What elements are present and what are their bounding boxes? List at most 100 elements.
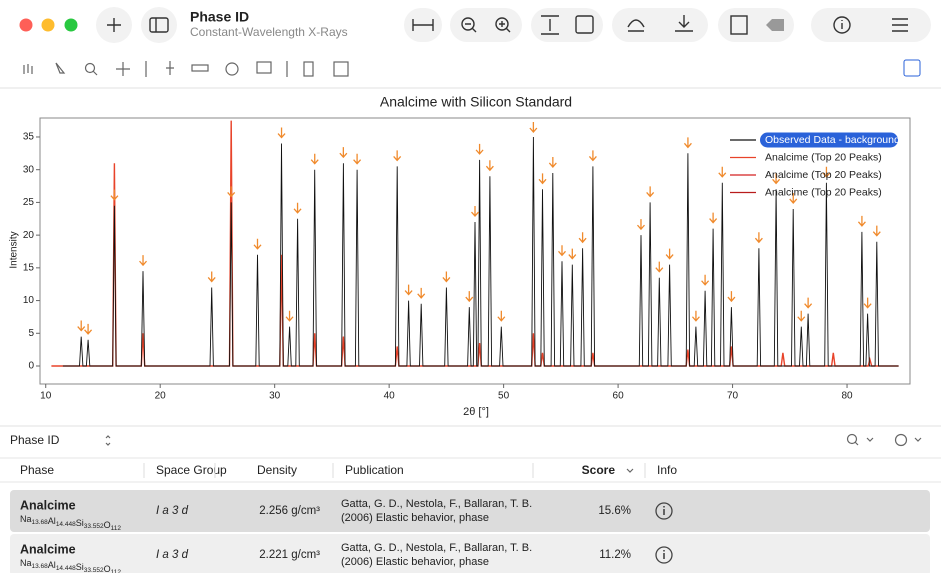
peak-marker <box>253 238 262 250</box>
peak-marker <box>548 156 557 168</box>
sort-chevron <box>626 468 634 473</box>
peak-marker <box>718 166 727 178</box>
plot-frame <box>39 117 911 385</box>
selector-chevron[interactable] <box>105 435 111 446</box>
subscript: 33.552 <box>84 523 104 530</box>
phase-formula: Na13.68Al14.448Si33.552O112 <box>20 558 121 573</box>
publication: (2006) Elastic behavior, phase <box>341 512 489 524</box>
element: Na <box>20 558 32 568</box>
peak-marker <box>110 189 119 201</box>
peak-marker <box>475 143 484 155</box>
peak-marker <box>789 192 798 204</box>
subscript: 14.448 <box>56 565 76 572</box>
subscript: 13.68 <box>32 563 49 570</box>
element: O <box>104 520 111 530</box>
close-button[interactable] <box>19 18 33 32</box>
legend-label[interactable]: Observed Data - background <box>765 134 900 146</box>
phase-selector[interactable]: Phase ID <box>10 433 60 447</box>
legend-label[interactable]: Analcime (Top 20 Peaks) <box>765 151 882 163</box>
y-tick-label: 25 <box>23 197 35 208</box>
space-group: I a 3 d <box>156 549 189 561</box>
legend-label[interactable]: Analcime (Top 20 Peaks) <box>765 186 882 198</box>
peak-marker <box>754 232 763 244</box>
peak-marker <box>497 310 506 322</box>
peak-marker <box>77 320 86 332</box>
window-title: Phase ID <box>190 9 249 25</box>
info-button[interactable] <box>655 546 673 564</box>
peak-marker <box>772 173 781 185</box>
zoom-button[interactable] <box>64 18 78 32</box>
y-tick-label: 20 <box>23 230 35 241</box>
peak-marker <box>727 291 736 303</box>
data-line <box>62 136 899 367</box>
peak-marker <box>578 232 587 244</box>
peak-marker <box>471 206 479 218</box>
column-header[interactable]: Publication <box>345 463 404 477</box>
chart-title: Analcime with Silicon Standard <box>380 94 572 110</box>
export-buttons[interactable] <box>718 8 794 42</box>
table-row[interactable] <box>10 490 930 532</box>
tool-icons[interactable] <box>23 59 921 77</box>
peak-marker <box>822 166 831 178</box>
peak-marker <box>655 261 664 273</box>
peak-marker <box>863 297 872 309</box>
subscript: 33.552 <box>84 567 104 573</box>
peak-marker <box>797 310 806 322</box>
peak-marker <box>485 160 494 172</box>
peak-marker <box>558 245 566 257</box>
add-button[interactable] <box>96 7 132 43</box>
search-menu[interactable] <box>846 433 874 446</box>
minimize-button[interactable] <box>41 18 55 32</box>
peak-marker <box>207 271 216 283</box>
column-header[interactable]: Density <box>257 463 297 477</box>
peak-marker <box>404 284 413 296</box>
column-header[interactable]: Info <box>657 463 677 477</box>
fit-width-button[interactable] <box>404 8 442 42</box>
peak-marker <box>465 291 474 303</box>
score: 11.2% <box>599 549 631 561</box>
peak-marker <box>646 186 655 198</box>
phase-name: Analcime <box>20 542 76 556</box>
peak-buttons[interactable] <box>612 8 708 42</box>
chart: Analcime with Silicon Standard Intensity… <box>9 94 911 418</box>
peak-marker <box>683 137 692 149</box>
publication: Gatta, G. D., Nestola, F., Ballaran, T. … <box>341 498 532 510</box>
x-tick-label: 80 <box>841 391 853 402</box>
peak-marker <box>857 215 866 227</box>
y-tick-label: 35 <box>23 132 35 143</box>
peak-marker <box>139 255 148 267</box>
y-tick-label: 0 <box>28 361 34 372</box>
subscript: 112 <box>111 569 122 573</box>
legend-label[interactable]: Analcime (Top 20 Peaks) <box>765 169 882 181</box>
peak-marker <box>339 147 348 159</box>
peak-marker <box>285 310 294 322</box>
y-tick-label: 5 <box>28 328 34 339</box>
peak-marker <box>701 274 710 286</box>
peak-marker <box>538 173 547 185</box>
element: O <box>104 564 111 573</box>
x-tick-label: 60 <box>613 391 625 402</box>
more-menu[interactable] <box>894 433 922 447</box>
column-header[interactable]: Space Group <box>156 463 227 477</box>
phase-name: Analcime <box>20 498 76 512</box>
element: Na <box>20 514 32 524</box>
info-button[interactable] <box>655 502 673 520</box>
peak-marker <box>277 127 286 139</box>
peak-marker <box>691 310 700 322</box>
y-tick-label: 10 <box>23 295 35 306</box>
peak-marker <box>588 150 597 162</box>
score: 15.6% <box>598 505 631 517</box>
column-header[interactable]: Score <box>582 463 616 477</box>
x-tick-label: 70 <box>727 391 739 402</box>
table-row[interactable] <box>10 534 930 576</box>
y-axis-label: Intensity <box>9 231 20 268</box>
zoom-buttons[interactable] <box>450 8 522 42</box>
element: Al <box>48 516 56 526</box>
info-button[interactable] <box>811 8 931 42</box>
sidebar-button[interactable] <box>141 7 177 43</box>
fit-buttons[interactable] <box>531 8 603 42</box>
column-header[interactable]: Phase <box>20 463 54 477</box>
peak-marker <box>872 225 881 237</box>
publication: Gatta, G. D., Nestola, F., Ballaran, T. … <box>341 542 532 554</box>
